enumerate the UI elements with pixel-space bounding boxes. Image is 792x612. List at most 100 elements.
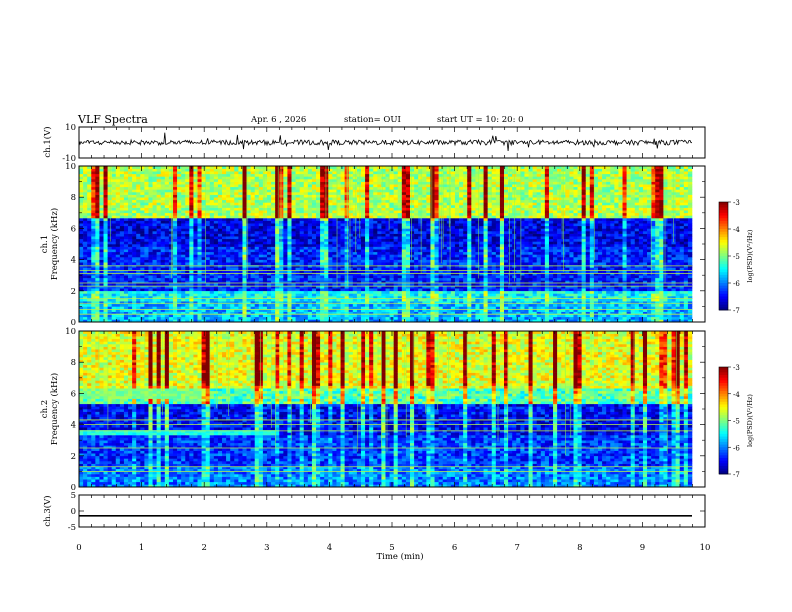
heatmap-cell bbox=[307, 309, 313, 312]
heatmap-cell bbox=[99, 205, 104, 208]
heatmap-cell bbox=[287, 259, 292, 263]
heatmap-cell bbox=[348, 311, 354, 315]
heatmap-cell bbox=[181, 184, 186, 188]
heatmap-cell bbox=[172, 267, 178, 271]
heatmap-cell bbox=[144, 275, 149, 279]
heatmap-cell bbox=[369, 228, 374, 232]
heatmap-cell bbox=[320, 223, 325, 227]
heatmap-cell bbox=[246, 306, 251, 310]
heatmap-cell bbox=[262, 176, 268, 180]
heatmap-cell bbox=[99, 293, 104, 297]
heatmap-cell bbox=[91, 244, 96, 247]
heatmap-cell bbox=[132, 296, 137, 299]
heatmap-cell bbox=[340, 207, 345, 211]
heatmap-cell bbox=[222, 194, 227, 198]
heatmap-cell bbox=[348, 186, 354, 190]
heatmap-cell bbox=[95, 285, 100, 289]
heatmap-cell bbox=[295, 290, 300, 294]
heatmap-cell bbox=[152, 296, 157, 299]
heatmap-cell bbox=[160, 205, 166, 208]
heatmap-cell bbox=[152, 233, 157, 237]
heatmap-cell bbox=[205, 223, 211, 227]
heatmap-cell bbox=[189, 192, 194, 195]
heatmap-cell bbox=[401, 264, 407, 268]
heatmap-cell bbox=[217, 311, 223, 315]
heatmap-cell bbox=[254, 306, 260, 310]
heatmap-cell bbox=[266, 264, 272, 268]
heatmap-cell bbox=[205, 277, 211, 281]
heatmap-cell bbox=[393, 184, 399, 188]
heatmap-cell bbox=[123, 212, 129, 216]
heatmap-cell bbox=[246, 298, 251, 302]
heatmap-cell bbox=[177, 316, 182, 320]
heatmap-cell bbox=[95, 257, 100, 260]
heatmap-cell bbox=[307, 179, 313, 182]
heatmap-cell bbox=[369, 199, 374, 203]
heatmap-cell bbox=[311, 192, 317, 195]
heatmap-cell bbox=[79, 285, 84, 289]
heatmap-cell bbox=[299, 301, 305, 305]
heatmap-cell bbox=[360, 319, 366, 323]
heatmap-cell bbox=[128, 290, 133, 294]
heatmap-cell bbox=[185, 275, 190, 279]
heatmap-cell bbox=[262, 233, 268, 237]
heatmap-cell bbox=[336, 246, 341, 250]
heatmap-cell bbox=[352, 306, 358, 310]
heatmap-cell bbox=[152, 285, 157, 289]
heatmap-cell bbox=[91, 223, 96, 227]
heatmap-cell bbox=[185, 301, 190, 305]
heatmap-cell bbox=[271, 244, 276, 247]
heatmap-cell bbox=[377, 186, 382, 190]
heatmap-cell bbox=[275, 280, 280, 284]
heatmap-cell bbox=[410, 202, 415, 206]
heatmap-cell bbox=[226, 283, 231, 286]
heatmap-cell bbox=[193, 290, 198, 294]
station-label: station= OUI bbox=[344, 115, 401, 125]
heatmap-cell bbox=[148, 220, 153, 224]
heatmap-cell bbox=[79, 296, 84, 299]
heatmap-cell bbox=[373, 197, 378, 201]
heatmap-cell bbox=[193, 225, 198, 229]
heatmap-cell bbox=[279, 272, 284, 276]
heatmap-cell bbox=[103, 254, 108, 258]
heatmap-cell bbox=[246, 319, 251, 323]
heatmap-cell bbox=[201, 238, 206, 242]
heatmap-cell bbox=[83, 296, 88, 299]
heatmap-cell bbox=[201, 181, 206, 185]
heatmap-cell bbox=[177, 262, 182, 266]
heatmap-cell bbox=[410, 298, 415, 302]
heatmap-cell bbox=[340, 251, 345, 255]
heatmap-cell bbox=[181, 186, 186, 190]
heatmap-cell bbox=[226, 249, 231, 253]
heatmap-cell bbox=[250, 171, 256, 175]
heatmap-cell bbox=[144, 205, 149, 208]
heatmap-cell bbox=[181, 244, 186, 247]
heatmap-cell bbox=[172, 168, 178, 172]
heatmap-cell bbox=[389, 210, 394, 214]
heatmap-cell bbox=[410, 246, 415, 250]
heatmap-cell bbox=[197, 259, 202, 263]
heatmap-cell bbox=[222, 264, 227, 268]
heatmap-cell bbox=[348, 184, 354, 188]
heatmap-cell bbox=[275, 262, 280, 266]
heatmap-cell bbox=[213, 225, 219, 229]
heatmap-cell bbox=[311, 228, 317, 232]
heatmap-cell bbox=[258, 319, 264, 323]
heatmap-cell bbox=[91, 298, 96, 302]
heatmap-cell bbox=[320, 257, 325, 260]
heatmap-cell bbox=[238, 246, 243, 250]
heatmap-cell bbox=[242, 220, 247, 224]
heatmap-cell bbox=[393, 311, 399, 315]
heatmap-cell bbox=[83, 277, 88, 281]
heatmap-cell bbox=[136, 228, 141, 232]
heatmap-cell bbox=[160, 262, 166, 266]
heatmap-cell bbox=[303, 314, 309, 318]
heatmap-cell bbox=[275, 254, 280, 258]
heatmap-cell bbox=[311, 288, 317, 292]
heatmap-cell bbox=[389, 277, 394, 281]
heatmap-cell bbox=[205, 205, 211, 208]
heatmap-cell bbox=[369, 298, 374, 302]
heatmap-cell bbox=[107, 194, 112, 198]
heatmap-cell bbox=[377, 173, 382, 177]
heatmap-cell bbox=[209, 171, 215, 175]
